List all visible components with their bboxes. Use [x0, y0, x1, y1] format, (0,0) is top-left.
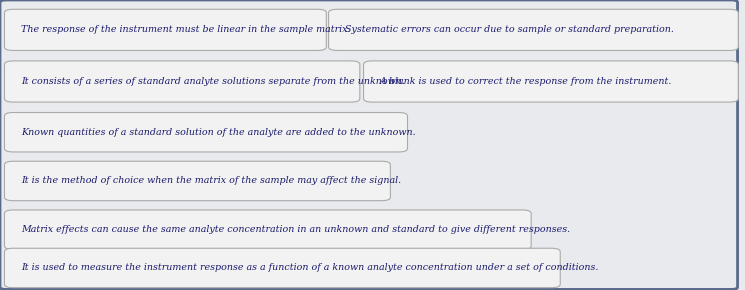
- FancyBboxPatch shape: [4, 9, 326, 50]
- Text: It is used to measure the instrument response as a function of a known analyte c: It is used to measure the instrument res…: [21, 263, 598, 273]
- Text: A blank is used to correct the response from the instrument.: A blank is used to correct the response …: [380, 77, 672, 86]
- Text: The response of the instrument must be linear in the sample matrix.: The response of the instrument must be l…: [21, 25, 350, 35]
- Text: Matrix effects can cause the same analyte concentration in an unknown and standa: Matrix effects can cause the same analyt…: [21, 225, 570, 234]
- Text: It consists of a series of standard analyte solutions separate from the unknown.: It consists of a series of standard anal…: [21, 77, 405, 86]
- FancyBboxPatch shape: [4, 113, 408, 152]
- FancyBboxPatch shape: [4, 210, 531, 249]
- Text: Systematic errors can occur due to sample or standard preparation.: Systematic errors can occur due to sampl…: [345, 25, 673, 35]
- FancyBboxPatch shape: [329, 9, 738, 50]
- FancyBboxPatch shape: [4, 161, 390, 201]
- FancyBboxPatch shape: [4, 248, 560, 288]
- FancyBboxPatch shape: [364, 61, 738, 102]
- Text: It is the method of choice when the matrix of the sample may affect the signal.: It is the method of choice when the matr…: [21, 176, 401, 186]
- FancyBboxPatch shape: [4, 61, 360, 102]
- Text: Known quantities of a standard solution of the analyte are added to the unknown.: Known quantities of a standard solution …: [21, 128, 416, 137]
